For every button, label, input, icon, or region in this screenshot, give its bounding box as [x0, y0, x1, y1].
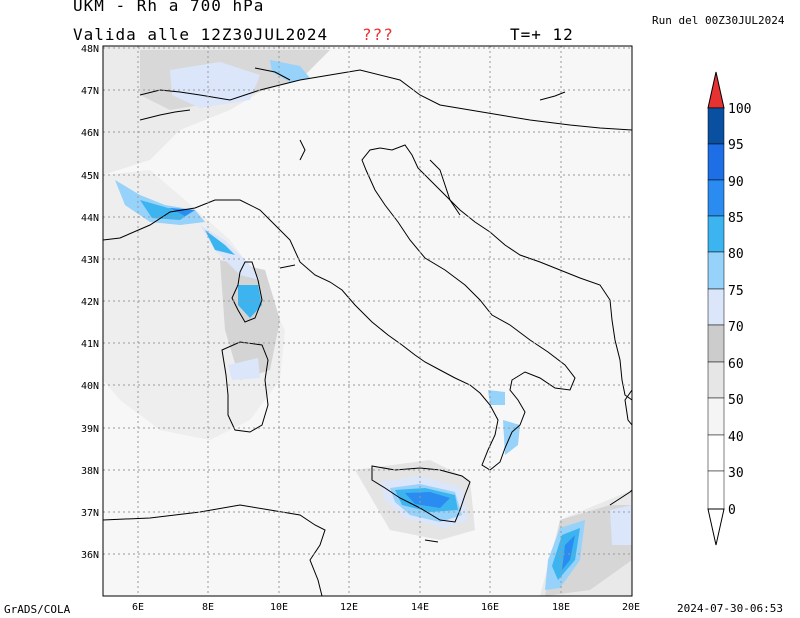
lat-labels: 48N 47N 46N 45N 44N 43N 42N 41N 40N 39N …	[81, 44, 99, 561]
colorbar-labels: 100 95 90 85 80 75 70 60 50 40 30 0	[728, 102, 751, 518]
colorbar-bottom-arrow	[707, 508, 725, 546]
colorbar-label: 0	[728, 503, 736, 518]
map-frame	[102, 45, 633, 597]
lat-label: 39N	[81, 424, 99, 435]
colorbar-label: 40	[728, 430, 744, 445]
lat-label: 40N	[81, 381, 99, 392]
colorbar-label: 50	[728, 393, 744, 408]
colorbar-swatch	[707, 107, 725, 145]
lon-label: 10E	[270, 602, 288, 613]
lat-label: 47N	[81, 86, 99, 97]
lat-label: 43N	[81, 255, 99, 266]
lat-label: 37N	[81, 508, 99, 519]
lat-label: 44N	[81, 213, 99, 224]
colorbar-top-arrow	[707, 71, 725, 109]
lon-label: 16E	[481, 602, 499, 613]
lat-label: 38N	[81, 466, 99, 477]
colorbar: 100 95 90 85 80 75 70 60 50 40 30 0	[707, 71, 751, 546]
colorbar-swatch	[707, 215, 725, 253]
lat-label: 41N	[81, 339, 99, 350]
colorbar-swatch	[707, 324, 725, 363]
credit-label: GrADS/COLA	[4, 603, 71, 616]
colorbar-label: 70	[728, 320, 744, 335]
colorbar-label: 95	[728, 138, 744, 153]
coastlines	[103, 67, 632, 596]
lon-label: 8E	[202, 602, 214, 613]
lat-label: 42N	[81, 297, 99, 308]
colorbar-swatch	[707, 361, 725, 399]
unknown-marker: ???	[362, 25, 394, 44]
lat-label: 36N	[81, 550, 99, 561]
colorbar-label: 75	[728, 284, 744, 299]
colorbar-swatch	[707, 288, 725, 326]
run-label: Run del 00Z30JUL2024	[652, 14, 785, 27]
colorbar-swatch	[707, 179, 725, 217]
colorbar-swatch	[707, 470, 725, 510]
colorbar-label: 85	[728, 211, 744, 226]
humidity-field	[103, 46, 632, 596]
colorbar-swatch	[707, 397, 725, 436]
colorbar-label: 30	[728, 466, 744, 481]
forecast-step: T=+ 12	[510, 25, 574, 44]
colorbar-swatch	[707, 143, 725, 181]
valid-time: Valida alle 12Z30JUL2024	[73, 25, 329, 44]
lat-label: 45N	[81, 171, 99, 182]
lon-labels: 6E 8E 10E 12E 14E 16E 18E 20E	[132, 602, 640, 613]
chart-title: UKM - Rh a 700 hPa	[73, 0, 265, 15]
colorbar-swatch	[707, 434, 725, 472]
lat-label: 48N	[81, 44, 99, 55]
colorbar-swatch	[707, 251, 725, 290]
colorbar-label: 80	[728, 247, 744, 262]
colorbar-label: 100	[728, 102, 751, 117]
lon-label: 18E	[552, 602, 570, 613]
lat-label: 46N	[81, 128, 99, 139]
lon-label: 6E	[132, 602, 144, 613]
colorbar-label: 90	[728, 175, 744, 190]
lon-label: 12E	[340, 602, 358, 613]
graticule	[103, 46, 632, 596]
colorbar-label: 60	[728, 357, 744, 372]
lon-label: 20E	[622, 602, 640, 613]
timestamp-label: 2024-07-30-06:53	[677, 602, 783, 615]
lon-label: 14E	[411, 602, 429, 613]
